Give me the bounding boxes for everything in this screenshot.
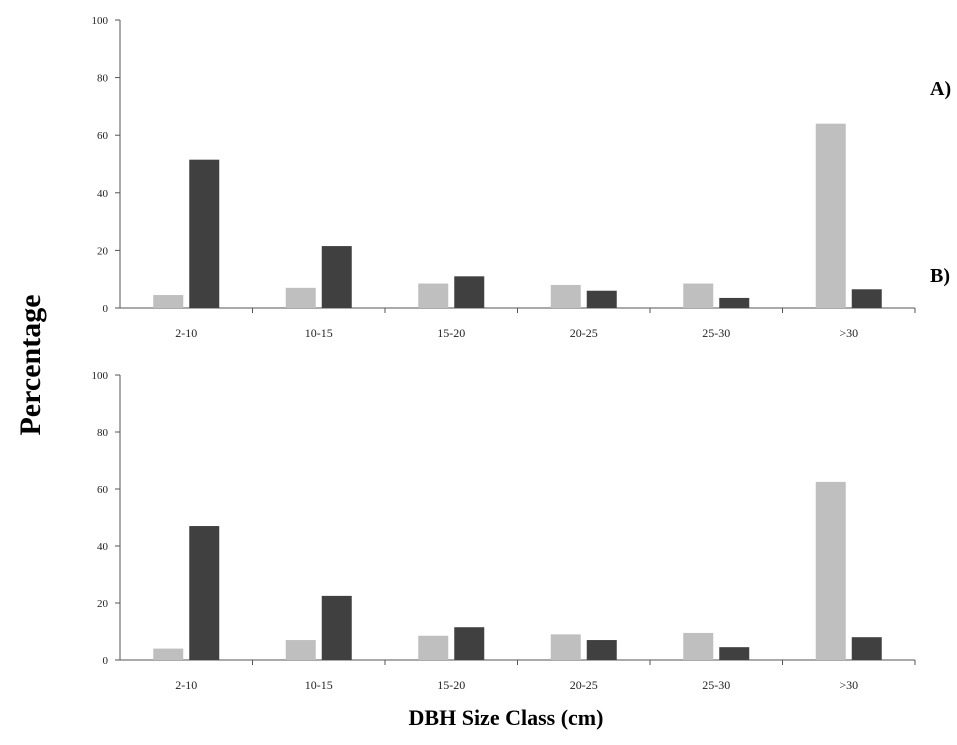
bar-series-2 [719,647,750,660]
bar-series-1 [550,284,581,308]
panel-a: 0 20 40 60 80 100 2-10 10-15 15-20 20-25 25-30 >30 A… [92,15,952,340]
y-tick-label: 20 [97,598,109,610]
x-tick-label: 2-10 [175,678,197,692]
x-tick-label: 20-25 [570,326,598,340]
bar-series-2 [851,289,882,308]
y-tick-label: 20 [97,245,109,257]
panel-label: B) [930,265,950,287]
y-tick-label: 40 [97,541,109,553]
panel-b: 0 20 40 60 80 100 2-10 10-15 15-20 20-25 25-30 >30 B… [92,265,951,692]
bar-series-1 [683,632,714,660]
bar-series-1 [815,123,846,309]
bar-series-2 [189,159,220,308]
bar-series-1 [418,283,449,308]
bar-series-2 [851,637,882,660]
bar-series-2 [321,246,352,308]
x-tick-label: 10-15 [305,326,333,340]
x-tick-label: 25-30 [702,678,730,692]
x-axis-label: DBH Size Class (cm) [409,705,604,730]
y-tick-label: 60 [97,130,109,142]
bar-series-2 [719,297,750,308]
bar-series-1 [285,287,316,308]
x-tick-label: 15-20 [437,326,465,340]
panel-label: A) [930,78,951,100]
y-tick-label: 80 [97,73,109,85]
y-tick-label: 40 [97,188,109,200]
x-tick-label: >30 [839,678,858,692]
bar-series-1 [418,635,449,660]
bar-series-2 [454,627,485,660]
y-tick-label: 0 [103,303,109,315]
y-tick-label: 60 [97,484,109,496]
bar-series-1 [683,283,714,308]
x-tick-label: 25-30 [702,326,730,340]
bar-series-1 [285,640,316,660]
bar-series-2 [454,276,485,308]
x-tick-label: 2-10 [175,326,197,340]
bar-series-1 [815,481,846,660]
bar-series-1 [153,648,184,660]
x-tick-label: 10-15 [305,678,333,692]
x-tick-label: >30 [839,326,858,340]
y-tick-label: 100 [92,15,109,27]
bar-series-2 [189,526,220,660]
y-tick-label: 0 [103,655,109,667]
bar-series-2 [586,290,617,308]
y-axis-label: Percentage [14,294,47,435]
bar-series-2 [586,640,617,660]
x-tick-label: 15-20 [437,678,465,692]
bar-series-1 [550,634,581,660]
x-tick-label: 20-25 [570,678,598,692]
y-tick-label: 80 [97,427,109,439]
y-tick-label: 100 [92,370,109,382]
bar-series-2 [321,595,352,660]
bar-series-1 [153,295,184,308]
